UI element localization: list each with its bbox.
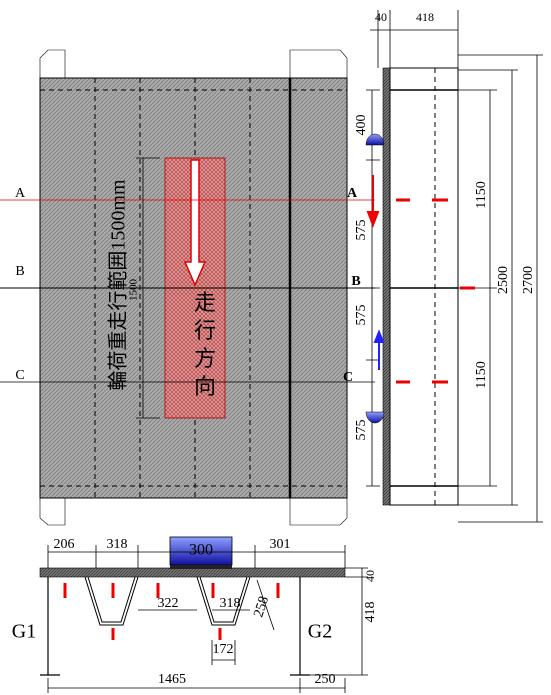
dimension: 1150 <box>474 361 489 388</box>
drawing: A B C A B C 輪荷重走行範囲1500mm 1500 走 行 方 向 4… <box>0 0 551 695</box>
section-label: C <box>343 370 353 385</box>
dimension: 1500 <box>128 279 140 302</box>
girder-label: G2 <box>308 621 332 643</box>
dimension: 400 <box>354 115 369 136</box>
direction-label: 方 <box>194 346 216 371</box>
dimension: 172 <box>213 642 234 657</box>
section-label: A <box>347 186 358 201</box>
dimension: 206 <box>54 537 75 552</box>
dimension: 1150 <box>474 181 489 208</box>
dimension: 322 <box>158 596 179 611</box>
section-label: B <box>351 274 360 289</box>
dimension: 575 <box>354 420 369 441</box>
dimension: 301 <box>270 537 291 552</box>
dimension: 318 <box>220 596 241 611</box>
dimension: 2700 <box>521 266 536 294</box>
dimension: 318 <box>107 537 128 552</box>
dimension: 418 <box>363 602 378 623</box>
direction-label: 走 <box>194 290 216 315</box>
dimension: 40 <box>375 10 387 24</box>
dimension: 2500 <box>496 266 511 294</box>
dimension: 40 <box>363 570 377 582</box>
dimension: 575 <box>354 220 369 241</box>
section-label: B <box>15 264 24 279</box>
dimension: 1465 <box>158 672 186 687</box>
load-range-label: 輪荷重走行範囲1500mm <box>107 179 130 391</box>
load-width: 300 <box>189 542 213 559</box>
dimension: 250 <box>315 672 336 687</box>
direction-label: 向 <box>194 374 216 399</box>
direction-label: 行 <box>194 318 216 343</box>
girder-label: G1 <box>12 621 36 643</box>
plan-view: A B C A B C 輪荷重走行範囲1500mm 1500 走 行 方 向 <box>0 50 375 525</box>
dimension: 418 <box>416 10 434 24</box>
section-label: C <box>15 368 24 383</box>
section-label: A <box>15 186 26 201</box>
cross-section: 206 318 301 300 322 318 258 172 40 418 G… <box>12 537 378 693</box>
dimension: 575 <box>354 305 369 326</box>
side-view: 40 418 400 575 575 575 1150 1150 2500 27… <box>354 10 543 522</box>
